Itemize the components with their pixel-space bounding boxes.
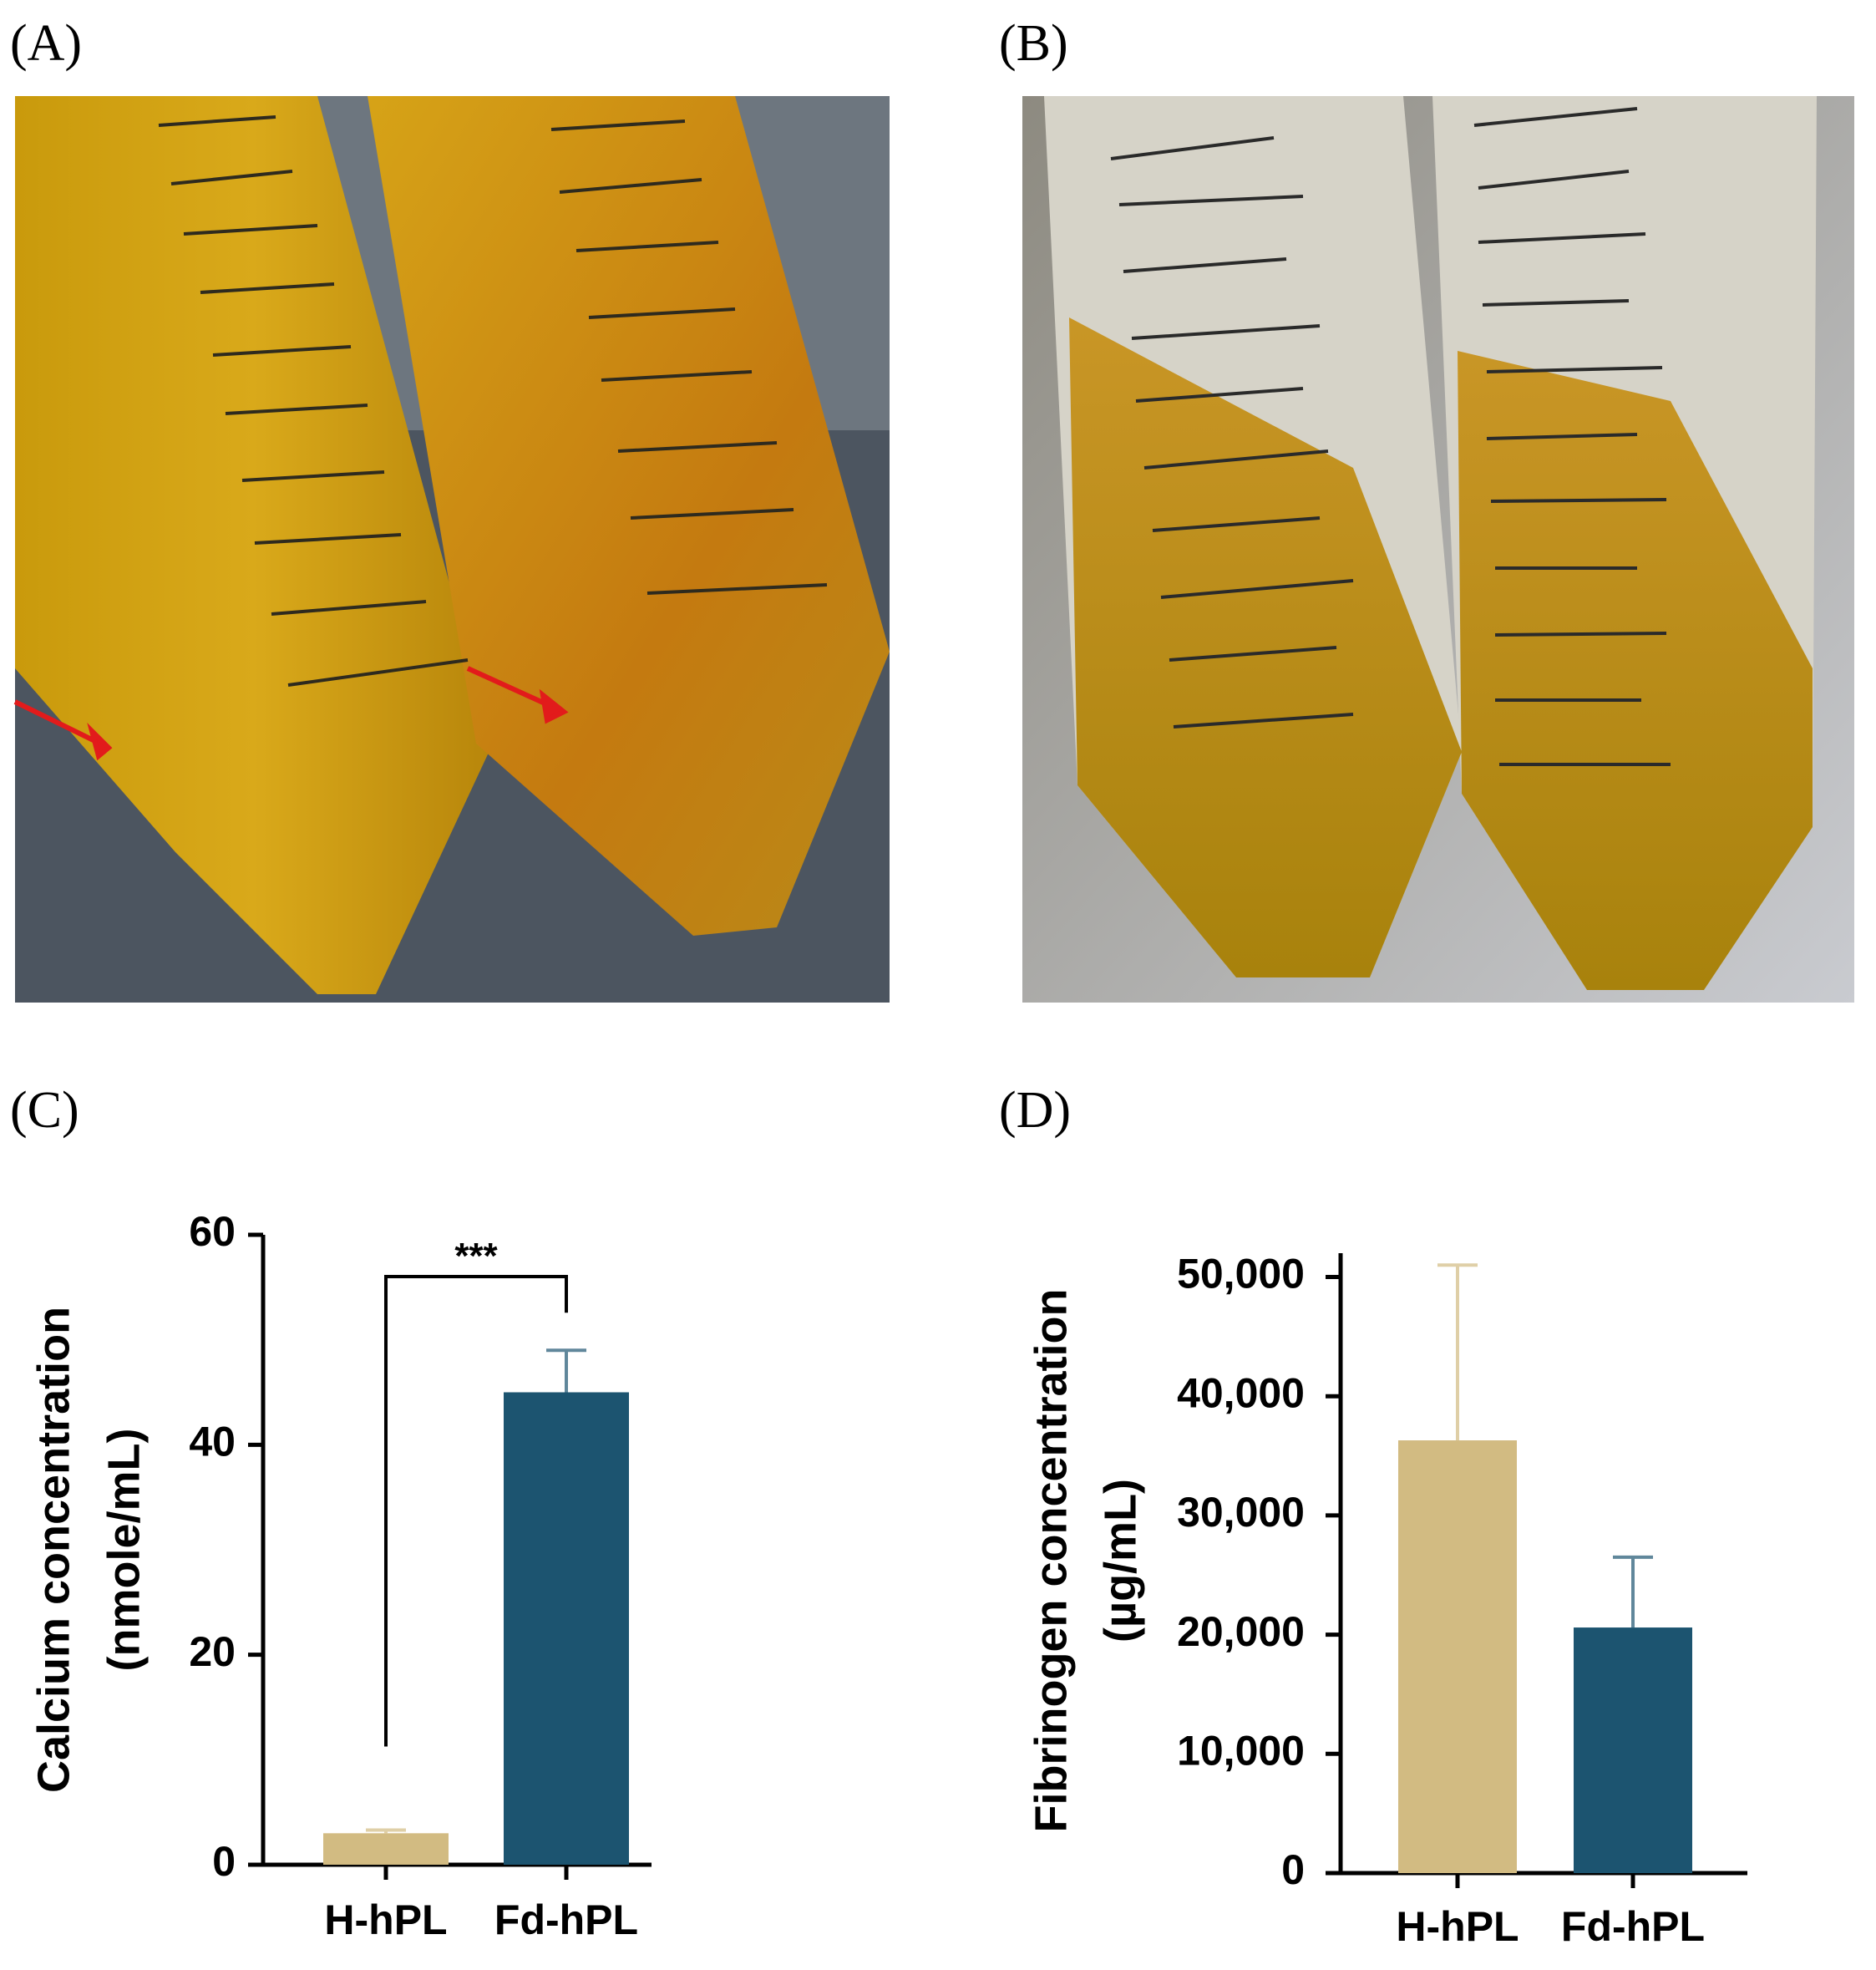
panel-label: (A) (10, 15, 82, 72)
bar (1574, 1627, 1692, 1873)
x-tick-label: H-hPL (324, 1896, 447, 1943)
y-tick-label: 40 (189, 1419, 236, 1465)
error-bar (366, 1828, 406, 1834)
bar (323, 1833, 449, 1865)
photo-a (13, 96, 890, 1003)
panel-label: (D) (999, 1082, 1071, 1139)
x-tick-label: H-hPL (1396, 1903, 1519, 1950)
y-tick-label: 20,000 (1177, 1608, 1305, 1655)
panel-label: (C) (10, 1082, 79, 1139)
error-bar (1437, 1263, 1478, 1441)
y-tick-label: 0 (212, 1838, 236, 1885)
significance-bracket (384, 1275, 568, 1747)
y-axis-label: (nmole/mL) (99, 1429, 149, 1672)
y-tick-label: 60 (189, 1208, 236, 1255)
y-tick-label: 50,000 (1177, 1251, 1305, 1297)
y-tick-label: 40,000 (1177, 1369, 1305, 1416)
bar (1398, 1440, 1517, 1873)
photo-b (1022, 96, 1854, 1003)
bar (504, 1392, 629, 1865)
y-tick-label: 20 (189, 1628, 236, 1675)
panel-label: (B) (999, 15, 1068, 72)
y-tick-label: 10,000 (1177, 1728, 1305, 1775)
y-axis-label: Fibrinogen concentration (1026, 1288, 1076, 1832)
y-axis-label: Calcium concentration (28, 1307, 79, 1793)
significance-label: *** (454, 1236, 498, 1277)
error-bar (546, 1348, 586, 1393)
x-tick-label: Fd-hPL (494, 1896, 638, 1943)
error-bar (1613, 1555, 1653, 1628)
y-tick-label: 0 (1281, 1846, 1305, 1893)
y-axis-label: (µg/mL) (1095, 1479, 1145, 1643)
x-tick-label: Fd-hPL (1561, 1903, 1705, 1950)
y-tick-label: 30,000 (1177, 1489, 1305, 1536)
